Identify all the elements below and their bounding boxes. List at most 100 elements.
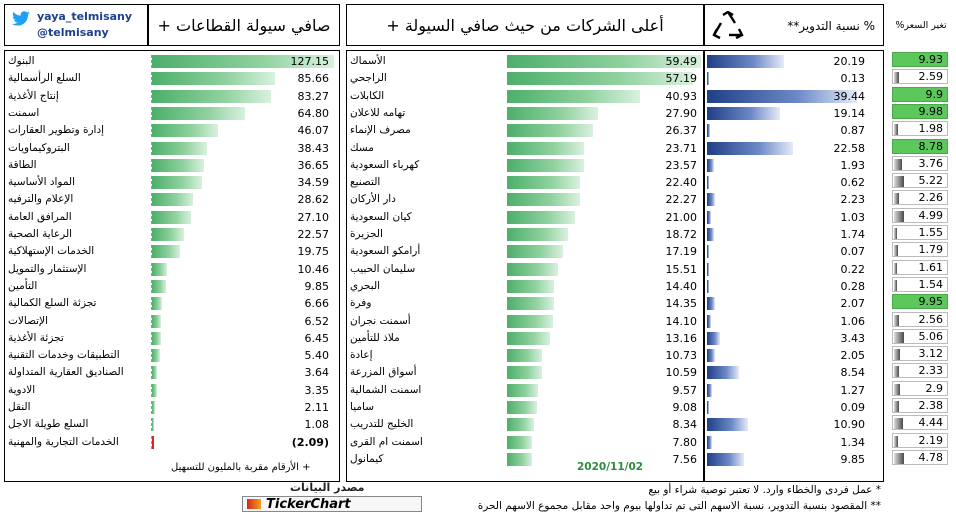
price-change-value: 5.22: [918, 174, 944, 188]
price-change-cell: 1.79: [892, 242, 948, 258]
turnover-bar-cell: 1.06: [707, 314, 865, 328]
company-value: 7.56: [672, 452, 698, 466]
company-row: مصرف الإنماء 26.37: [347, 122, 703, 139]
company-bar-cell: 26.37: [507, 124, 701, 138]
company-bar-cell: 14.10: [507, 314, 701, 328]
company-row: الأسماك 59.49: [347, 53, 703, 70]
sector-bar: [152, 383, 157, 397]
brand-box: yaya_telmisany @telmisany: [4, 4, 148, 46]
price-change-bar: [894, 314, 900, 326]
sector-row: البنوك 127.15: [5, 53, 339, 70]
company-bar-cell: 9.08: [507, 401, 701, 414]
sector-row: اسمنت 64.80: [5, 105, 339, 122]
turnover-value: 1.93: [840, 158, 866, 172]
company-value: 21.00: [665, 210, 698, 224]
company-bar: [507, 210, 576, 224]
price-change-bar: [894, 176, 905, 188]
company-bar-cell: 40.93: [507, 89, 701, 103]
company-value: 17.19: [665, 245, 698, 259]
price-change-value: 1.79: [918, 243, 944, 257]
sector-name: الإتصالات: [8, 314, 49, 327]
turnover-value: 1.74: [840, 228, 866, 241]
source-label: مصدر البيانات: [290, 481, 365, 494]
sectors-header: صافي سيولة القطاعات +: [148, 4, 340, 46]
turnover-row: 1.93: [705, 157, 883, 174]
company-bar: [507, 72, 694, 86]
sector-name: الرعاية الصحية: [8, 228, 73, 240]
price-change-value: 9.98: [918, 104, 944, 118]
company-bar: [507, 435, 533, 449]
price-change-bar: [894, 124, 898, 136]
sector-value: 27.10: [297, 210, 330, 224]
sector-row: الادوية 3.35: [5, 382, 339, 399]
sector-bar-cell: 6.66: [151, 297, 333, 311]
company-value: 9.08: [672, 401, 698, 414]
sector-row: الخدمات الإستهلاكية 19.75: [5, 243, 339, 260]
company-bar-cell: 59.49: [507, 55, 701, 68]
company-row: أرامكو السعودية 17.19: [347, 243, 703, 260]
company-row: الخليج للتدريب 8.34: [347, 416, 703, 433]
sector-name: السلع طويلة الاجل: [8, 418, 89, 431]
sector-bar-cell: 6.52: [151, 314, 333, 328]
sector-bar: [152, 245, 181, 259]
company-bar: [507, 297, 554, 311]
turnover-value: 20.19: [833, 55, 866, 68]
price-change-value: 2.56: [918, 312, 944, 326]
turnover-row: 1.74: [705, 226, 883, 243]
company-bar: [507, 349, 542, 363]
company-row: سليمان الحبيب 15.51: [347, 261, 703, 278]
turnover-row: 2.07: [705, 295, 883, 312]
turnover-bar: [707, 401, 709, 414]
company-bar: [507, 245, 564, 259]
turnover-bar: [707, 314, 712, 328]
turnover-row: 10.90: [705, 416, 883, 433]
price-change-bar: [894, 72, 900, 84]
turnover-row: 0.28: [705, 278, 883, 295]
turnover-row: 0.13: [705, 70, 883, 87]
turnover-bar-cell: 2.07: [707, 297, 865, 311]
sectors-panel: البنوك 127.15 السلع الرأسمالية 85.66 إنتاج ا…: [4, 50, 340, 482]
company-row: كهرباء السعودية 23.57: [347, 157, 703, 174]
company-bar: [507, 106, 598, 120]
turnover-bar: [707, 228, 714, 241]
tickerchart-logo: TickerChart: [242, 496, 422, 512]
company-value: 10.59: [665, 366, 698, 380]
sector-name: المرافق العامة: [8, 210, 72, 223]
price-change-value: 8.78: [918, 139, 944, 153]
turnover-row: 39.44: [705, 88, 883, 105]
company-value: 23.71: [665, 141, 698, 155]
sector-bar-cell: 3.64: [151, 366, 333, 380]
company-row: أسمنت نجران 14.10: [347, 313, 703, 330]
company-name: ساميا: [350, 401, 374, 413]
price-panel: 9.93 2.59 9.9 9.98 1.98 8.78 3.76 5.22 2.26 4.99 1…: [890, 50, 952, 465]
turnover-row: 0.07: [705, 243, 883, 260]
sector-name: التطبيقات وخدمات التقنية: [8, 349, 120, 362]
price-change-cell: 4.44: [892, 415, 948, 431]
company-bar: [507, 55, 701, 68]
price-change-cell: 3.12: [892, 346, 948, 362]
company-name: كيان السعودية: [350, 210, 412, 223]
price-change-cell: 1.54: [892, 276, 948, 292]
company-bar-cell: 15.51: [507, 262, 701, 276]
company-name: الراجحي: [350, 72, 387, 85]
company-value: 13.16: [665, 331, 698, 345]
sector-row: الرعاية الصحية 22.57: [5, 226, 339, 243]
sector-bar: [152, 158, 205, 172]
sector-row: البتروكيماويات 38.43: [5, 140, 339, 157]
turnover-bar: [707, 210, 711, 224]
turnover-bar-cell: 1.34: [707, 435, 865, 449]
turnover-value: 9.85: [840, 452, 866, 466]
price-change-cell: 5.06: [892, 328, 948, 344]
turnover-bar-cell: 1.93: [707, 158, 865, 172]
company-name: الكابلات: [350, 89, 385, 102]
turnover-bar: [707, 193, 716, 207]
company-value: 14.10: [665, 314, 698, 328]
turnover-bar-cell: 0.62: [707, 176, 865, 190]
turnover-bar: [707, 331, 721, 345]
disclaimer-2: ** المقصود بنسبة التدوير، نسبة الاسهم ال…: [477, 500, 881, 512]
price-change-cell: 1.61: [892, 259, 948, 275]
turnover-bar: [707, 418, 749, 432]
turnover-bar: [707, 366, 740, 380]
turnover-bar-cell: 8.54: [707, 366, 865, 380]
turnover-value: 0.87: [840, 124, 866, 138]
